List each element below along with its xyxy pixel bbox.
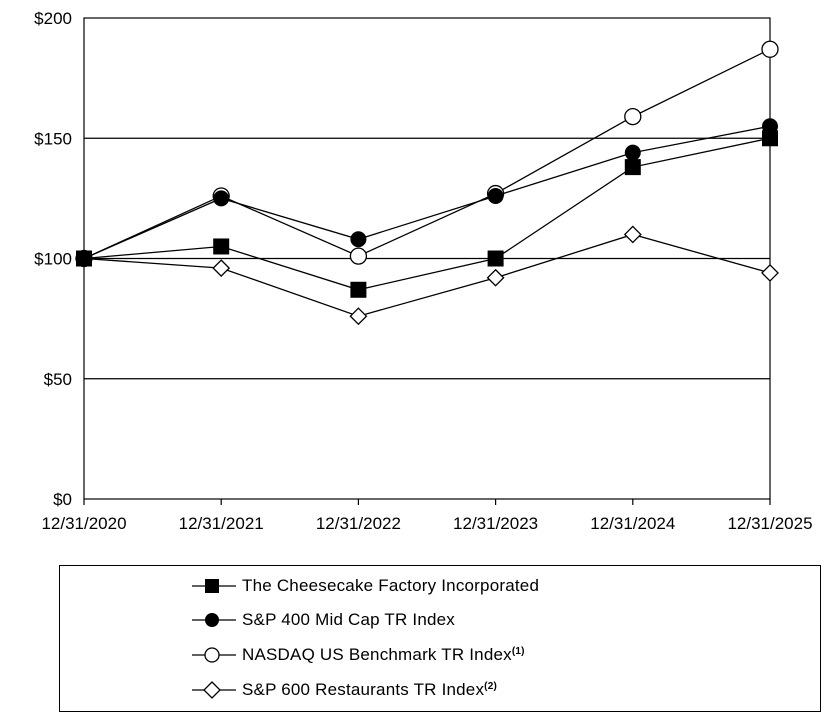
x-tick-label: 12/31/2023 xyxy=(453,514,538,533)
chart-plot: $0 $50 $100 $150 $200 12/31/2020 12/31/2021 12/… xyxy=(34,9,812,533)
data-point-filled-circle xyxy=(624,144,641,161)
data-point-square xyxy=(76,250,92,267)
data-point-filled-circle xyxy=(213,190,230,207)
data-point-open-diamond xyxy=(212,259,231,278)
data-point-square xyxy=(487,250,504,267)
legend-filled-circle-marker-icon xyxy=(192,613,236,627)
data-point-open-diamond xyxy=(349,307,368,326)
y-tick-label: $50 xyxy=(44,370,72,389)
y-tick-label: $150 xyxy=(34,129,72,148)
y-tick-label: $100 xyxy=(34,250,72,269)
data-point-open-diamond xyxy=(486,268,505,287)
data-point-square xyxy=(624,159,641,176)
series-line-2 xyxy=(83,48,771,260)
legend-label: S&P 400 Mid Cap TR Index xyxy=(242,610,456,629)
legend-open-diamond-marker-icon xyxy=(192,681,236,699)
legend-item-nasdaq: NASDAQ US Benchmark TR Index(1) xyxy=(188,644,525,666)
data-point-square xyxy=(350,281,367,298)
legend-open-circle-marker-icon xyxy=(192,647,236,663)
legend-label: S&P 600 Restaurants TR Index(2) xyxy=(242,680,497,699)
chart-legend: The Cheesecake Factory Incorporated S&P … xyxy=(59,565,821,712)
y-tick-label: $0 xyxy=(53,490,72,509)
data-point-square xyxy=(213,238,230,255)
series-line-3 xyxy=(83,233,771,317)
data-point-open-diamond xyxy=(761,264,779,282)
series-line-1 xyxy=(83,125,771,260)
data-point-open-diamond xyxy=(623,225,642,244)
x-tick-label: 12/31/2025 xyxy=(727,514,812,533)
y-tick-label: $200 xyxy=(34,9,72,28)
data-point-square xyxy=(762,130,778,147)
x-tick-label: 12/31/2022 xyxy=(316,514,401,533)
legend-item-sp600-restaurants: S&P 600 Restaurants TR Index(2) xyxy=(188,679,497,701)
legend-item-sp400: S&P 400 Mid Cap TR Index xyxy=(188,609,455,631)
data-point-open-circle xyxy=(624,107,642,126)
x-tick-label: 12/31/2020 xyxy=(41,514,126,533)
series-line-0 xyxy=(83,137,771,291)
data-point-filled-circle xyxy=(762,118,778,135)
legend-item-cheesecake-factory: The Cheesecake Factory Incorporated xyxy=(188,575,539,597)
data-point-open-circle xyxy=(349,247,368,265)
legend-label: The Cheesecake Factory Incorporated xyxy=(242,576,540,595)
x-tick-label: 12/31/2024 xyxy=(590,514,675,533)
data-point-open-circle xyxy=(761,40,779,58)
data-point-filled-circle xyxy=(487,187,504,204)
legend-square-marker-icon xyxy=(192,579,236,593)
data-point-filled-circle xyxy=(350,231,367,248)
legend-label: NASDAQ US Benchmark TR Index(1) xyxy=(242,645,525,664)
x-tick-label: 12/31/2021 xyxy=(179,514,264,533)
